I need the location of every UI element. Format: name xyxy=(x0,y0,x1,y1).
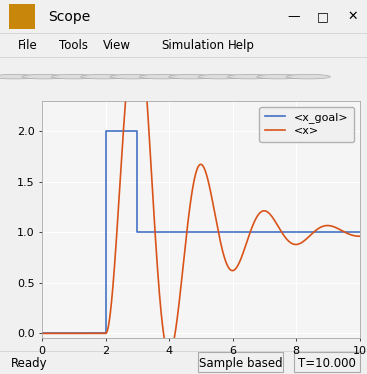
FancyBboxPatch shape xyxy=(294,352,360,372)
Circle shape xyxy=(0,74,37,79)
Text: Tools: Tools xyxy=(59,39,88,52)
Circle shape xyxy=(51,74,95,79)
Circle shape xyxy=(22,74,66,79)
Bar xyxy=(9,4,35,29)
Circle shape xyxy=(139,74,184,79)
Circle shape xyxy=(110,74,154,79)
Text: Ready: Ready xyxy=(11,356,48,370)
FancyBboxPatch shape xyxy=(198,352,283,372)
Circle shape xyxy=(257,74,301,79)
Circle shape xyxy=(198,74,242,79)
Text: Scope: Scope xyxy=(48,10,90,24)
Legend: <x_goal>, <x>: <x_goal>, <x> xyxy=(259,107,354,142)
Text: —: — xyxy=(287,10,300,23)
Text: Sample based: Sample based xyxy=(199,356,282,370)
Text: View: View xyxy=(103,39,131,52)
Text: File: File xyxy=(18,39,38,52)
Circle shape xyxy=(81,74,125,79)
Text: Simulation: Simulation xyxy=(161,39,225,52)
Text: T=10.000: T=10.000 xyxy=(298,356,356,370)
Text: ✕: ✕ xyxy=(347,10,357,23)
Text: □: □ xyxy=(317,10,329,23)
Text: Help: Help xyxy=(228,39,254,52)
Circle shape xyxy=(228,74,272,79)
Circle shape xyxy=(169,74,213,79)
Circle shape xyxy=(286,74,330,79)
